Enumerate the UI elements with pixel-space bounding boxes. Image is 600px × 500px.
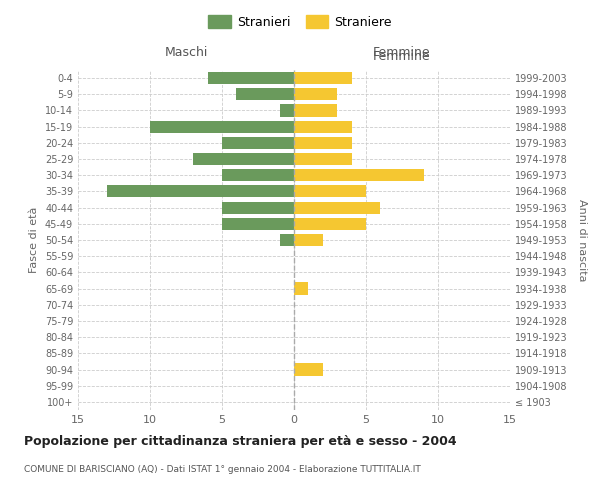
Text: Femmine: Femmine — [373, 46, 431, 59]
Text: Maschi: Maschi — [164, 46, 208, 59]
Bar — [294, 186, 366, 198]
Bar — [294, 137, 352, 149]
Bar — [208, 72, 294, 84]
Y-axis label: Fasce di età: Fasce di età — [29, 207, 39, 273]
Bar — [294, 364, 323, 376]
Bar — [294, 282, 308, 294]
Bar — [222, 218, 294, 230]
Legend: Stranieri, Straniere: Stranieri, Straniere — [205, 11, 395, 32]
Bar — [294, 202, 380, 213]
Bar — [222, 137, 294, 149]
Bar — [193, 153, 294, 165]
Bar — [236, 88, 294, 101]
Bar — [294, 218, 366, 230]
Text: Femmine: Femmine — [373, 50, 431, 63]
Bar — [294, 88, 337, 101]
Bar — [294, 153, 352, 165]
Bar — [222, 169, 294, 181]
Text: COMUNE DI BARISCIANO (AQ) - Dati ISTAT 1° gennaio 2004 - Elaborazione TUTTITALIA: COMUNE DI BARISCIANO (AQ) - Dati ISTAT 1… — [24, 465, 421, 474]
Bar — [150, 120, 294, 132]
Bar — [294, 169, 424, 181]
Bar — [280, 234, 294, 246]
Bar — [294, 234, 323, 246]
Bar — [222, 202, 294, 213]
Bar — [294, 120, 352, 132]
Bar — [107, 186, 294, 198]
Bar — [294, 72, 352, 84]
Bar — [280, 104, 294, 117]
Bar — [294, 104, 337, 117]
Text: Popolazione per cittadinanza straniera per età e sesso - 2004: Popolazione per cittadinanza straniera p… — [24, 435, 457, 448]
Y-axis label: Anni di nascita: Anni di nascita — [577, 198, 587, 281]
